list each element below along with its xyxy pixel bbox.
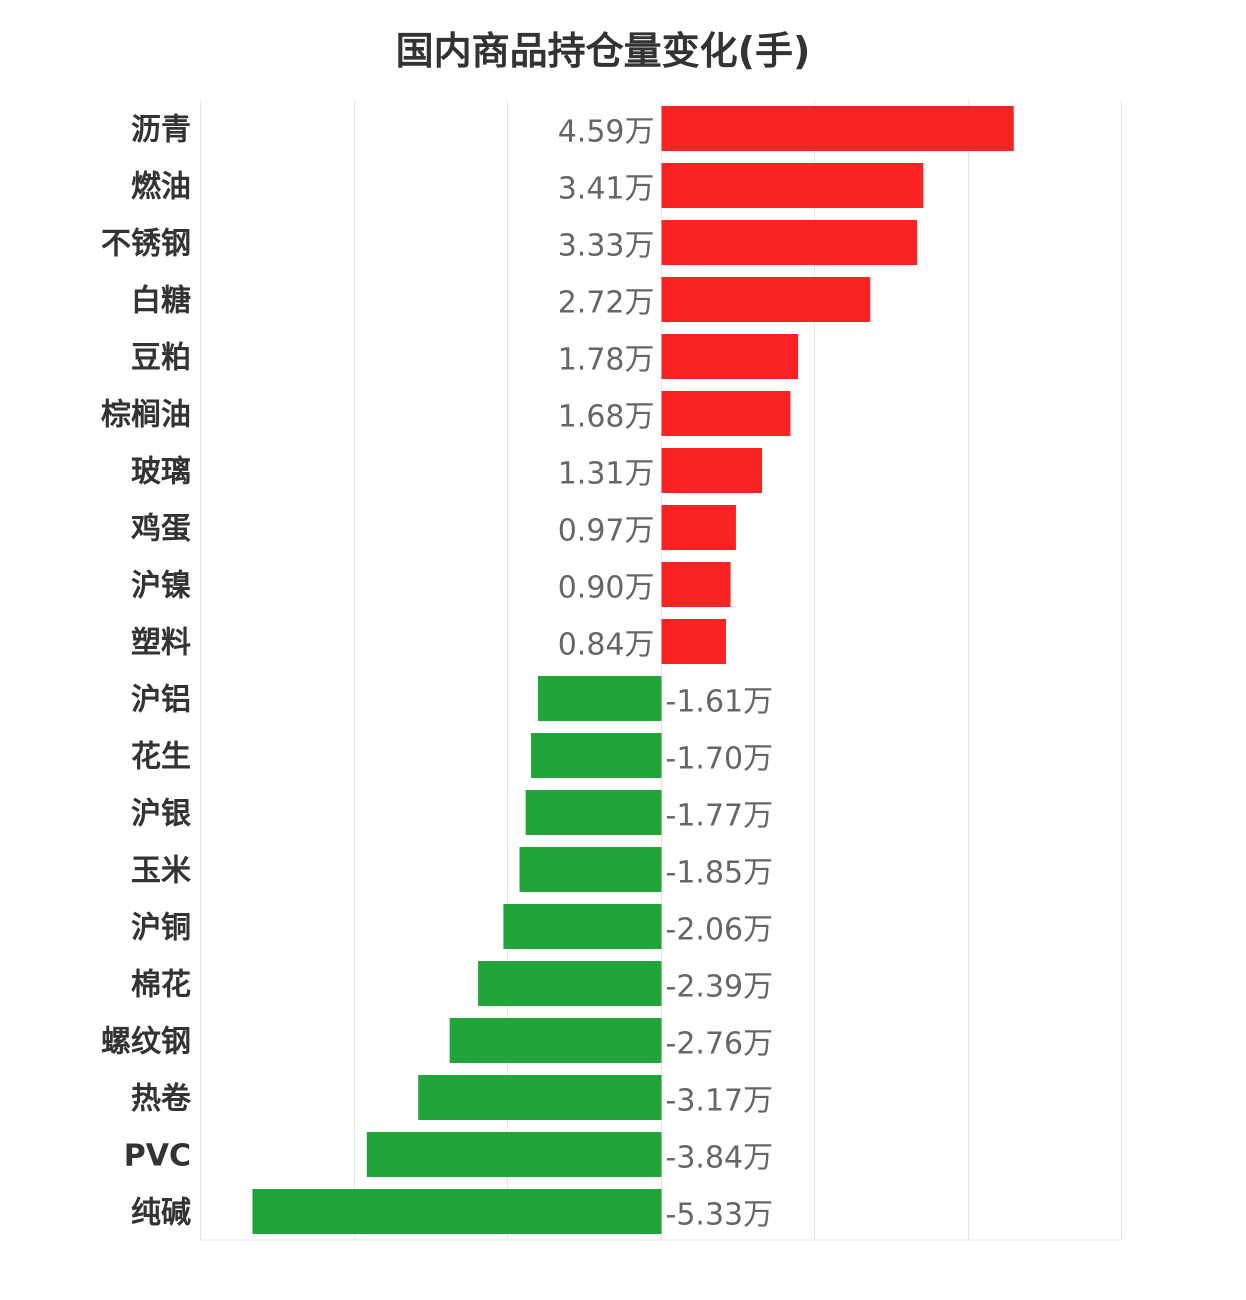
category-label: 棉花 (131, 968, 191, 1003)
category-label: 沪铜 (131, 911, 191, 946)
bar (449, 1018, 662, 1063)
value-label: -3.17万 (666, 1084, 774, 1119)
bar (661, 163, 924, 208)
value-label: -2.39万 (666, 970, 774, 1005)
category-label: 花生 (131, 740, 191, 775)
category-label: 白糖 (131, 284, 191, 319)
bar (519, 847, 662, 892)
category-label: 沪铝 (131, 683, 191, 718)
value-label: -5.33万 (666, 1198, 774, 1233)
category-label: 燃油 (131, 170, 191, 205)
value-label: 1.31万 (558, 457, 655, 492)
category-label: 沪镍 (131, 569, 191, 604)
bar (503, 904, 662, 949)
bar (366, 1132, 662, 1177)
value-label: -1.61万 (666, 685, 774, 720)
bar (661, 277, 871, 322)
category-label: PVC (124, 1139, 191, 1174)
value-label: -2.76万 (666, 1027, 774, 1062)
bar (661, 334, 799, 379)
bar (525, 790, 662, 835)
category-label: 沪银 (131, 797, 191, 832)
bar (661, 562, 731, 607)
value-label: -2.06万 (666, 913, 774, 948)
value-label: 1.78万 (558, 343, 655, 378)
category-label: 棕榈油 (101, 398, 191, 433)
chart-title: 国内商品持仓量变化(手) (395, 29, 811, 73)
category-label: 豆粕 (131, 341, 191, 376)
category-label: 塑料 (131, 626, 191, 661)
category-label: 玉米 (131, 854, 191, 889)
category-label: 不锈钢 (101, 227, 191, 262)
category-label: 热卷 (131, 1082, 192, 1117)
value-label: -1.70万 (666, 742, 774, 777)
value-label: 2.72万 (558, 286, 655, 321)
value-label: -1.77万 (666, 799, 774, 834)
bar (661, 505, 736, 550)
category-label: 纯碱 (131, 1196, 191, 1231)
bar (661, 106, 1014, 151)
value-label: 1.68万 (558, 400, 655, 435)
bar (661, 391, 791, 436)
value-label: -1.85万 (666, 856, 774, 891)
category-label: 螺纹钢 (101, 1025, 191, 1060)
bar (531, 733, 662, 778)
category-label: 沥青 (131, 113, 191, 148)
value-label: 0.84万 (558, 628, 655, 663)
value-label: 3.41万 (558, 172, 655, 207)
category-label: 鸡蛋 (131, 512, 191, 547)
category-label: 玻璃 (131, 455, 191, 490)
value-label: 3.33万 (558, 229, 655, 264)
bar (661, 448, 763, 493)
bar (537, 676, 662, 721)
value-label: -3.84万 (666, 1141, 774, 1176)
bar (661, 619, 726, 664)
bar (661, 220, 918, 265)
value-label: 0.90万 (558, 571, 655, 606)
value-label: 4.59万 (558, 115, 655, 150)
value-label: 0.97万 (558, 514, 655, 549)
bar (252, 1189, 662, 1234)
bar (418, 1075, 662, 1120)
bar (478, 961, 662, 1006)
